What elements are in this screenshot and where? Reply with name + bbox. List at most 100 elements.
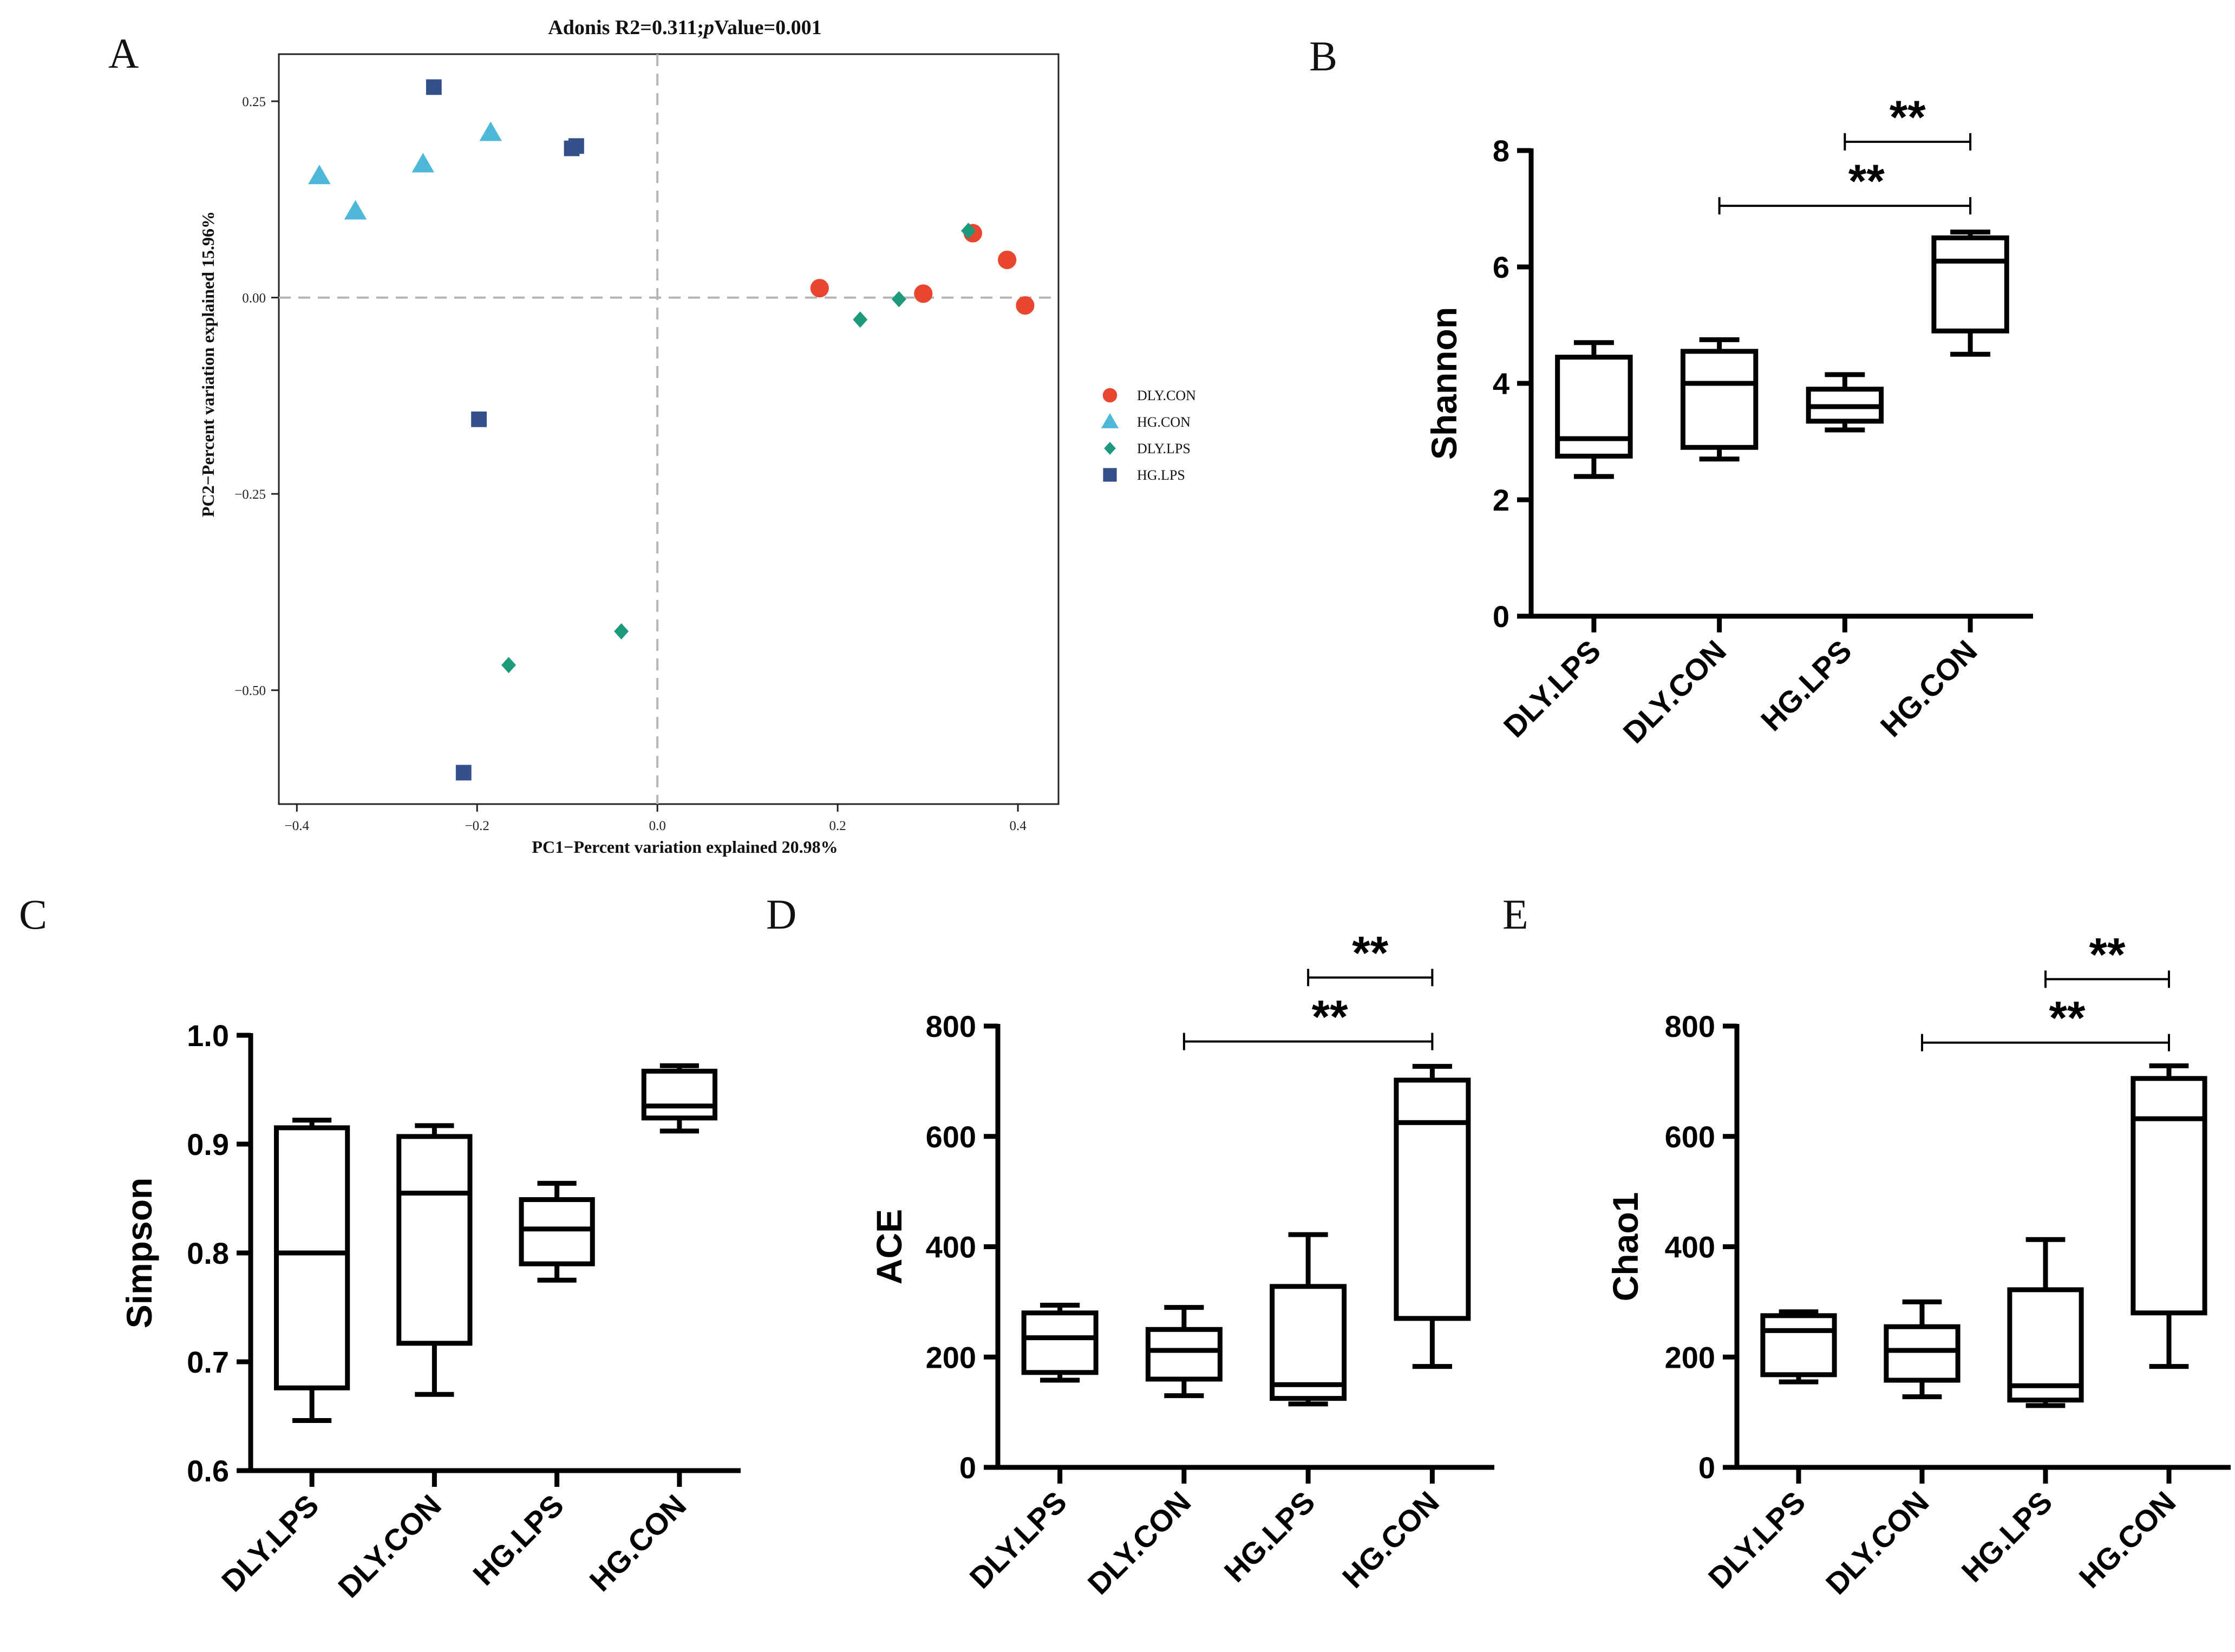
box-hg-lps [1270,1284,1347,1401]
box-dly-con [1680,349,1759,450]
y-axis-label: PC2−Percent variation explained 15.96% [198,211,218,517]
x-tick-label-dly-con: DLY.CON [1819,1485,1936,1601]
scatter-plot-frame [278,53,1060,805]
y-tick-label: 2 [1493,483,1509,517]
y-tick-label: −0.25 [234,487,266,502]
box-hg-lps [519,1197,595,1266]
y-tick-label: 0 [1493,599,1509,634]
y-tick-label: −0.50 [234,684,266,698]
point-hg-con [344,200,367,220]
y-axis-label: Shannon [1424,307,1464,460]
point-dly-lps [614,623,629,639]
panel-label-c: C [19,891,47,938]
y-tick-label: 0 [1698,1451,1715,1485]
x-tick-label-hg-con: HG.CON [2073,1485,2182,1595]
x-tick-label-hg-con: HG.CON [1874,634,1984,743]
x-tick-label-hg-con: HG.CON [1336,1485,1446,1595]
legend-marker-dly-lps [1104,442,1116,455]
y-tick-label: 800 [926,1009,976,1043]
legend-label-dly-lps: DLY.LPS [1137,441,1191,456]
significance-label: ** [1352,927,1388,979]
point-dly-con [914,284,933,303]
y-axis-label: Simpson [119,1178,159,1329]
panel-label-a: A [108,30,139,77]
y-tick-label: 8 [1493,134,1509,168]
box-dly-con [1145,1327,1223,1382]
box-hg-con [1931,235,2009,334]
point-dly-lps [961,223,976,239]
y-tick-label: 200 [926,1340,976,1374]
x-tick-label-dly-lps: DLY.LPS [1702,1485,1812,1595]
x-tick-label-hg-lps: HG.LPS [1754,634,1858,737]
legend-marker-hg-lps [1103,468,1117,482]
ace-boxplot-panel: 0 200 400 600 800 ACE DLY.LPS DLY.CON HG.LPS HG.C… [869,927,1494,1601]
panel-label-e: E [1502,891,1528,938]
point-dly-lps [501,657,517,674]
box-hg-con [1394,1078,1471,1321]
point-hg-con [411,153,435,173]
shannon-boxplot-panel: 0 2 4 6 8 Shannon DLY.LPS DLY.CON HG.LPS HG.CON **… [1424,92,2033,750]
panel-label-b: B [1309,32,1337,80]
y-tick-label: 6 [1493,250,1509,284]
y-tick-label: 200 [1665,1340,1715,1374]
legend-marker-dly-con [1102,388,1118,403]
x-tick-label-dly-con: DLY.CON [331,1488,448,1604]
x-tick-label-hg-lps: HG.LPS [1218,1485,1322,1589]
legend-label-hg-lps: HG.LPS [1137,467,1185,483]
box-hg-con [2131,1076,2207,1316]
y-tick-label: 400 [926,1230,976,1264]
y-tick-label: 0.25 [242,95,266,109]
x-tick-label-dly-con: DLY.CON [1616,634,1733,750]
y-tick-label: 400 [1665,1230,1715,1264]
point-dly-lps [853,311,868,328]
y-tick-label: 0.8 [187,1236,229,1270]
panel-label-d: D [766,891,796,938]
chart-title: Adonis R2=0.311;pValue=0.001 [548,16,821,39]
box-dly-con [396,1134,473,1346]
point-dly-con [810,279,829,298]
legend-marker-hg-con [1101,413,1119,428]
y-tick-label: 0.6 [187,1454,229,1488]
y-tick-label: 0 [959,1451,976,1485]
significance-label: ** [1312,991,1348,1043]
y-tick-label: 800 [1665,1009,1715,1043]
chao1-boxplot-panel: 0 200 400 600 800 Chao1 DLY.LPS DLY.CON HG.LPS HG… [1605,929,2231,1601]
y-tick-label: 4 [1493,367,1509,401]
x-tick-label-dly-lps: DLY.LPS [1497,634,1607,744]
x-tick-label: 0.0 [649,819,666,833]
legend-label-hg-con: HG.CON [1137,414,1191,430]
chart-title-prefix: Adonis R2=0.311; [548,16,704,39]
x-tick-label: −0.4 [285,819,310,833]
point-hg-lps [568,138,584,154]
x-tick-label-dly-lps: DLY.LPS [215,1488,325,1598]
box-dly-lps [1555,355,1633,459]
point-dly-lps [891,291,906,308]
point-hg-lps [426,79,442,95]
point-hg-lps [471,411,487,427]
chart-title-suffix: Value=0.001 [714,16,822,39]
box-dly-con [1884,1324,1960,1383]
point-hg-con [308,165,331,185]
box-dly-lps [1021,1310,1099,1375]
y-axis-label: ACE [869,1209,909,1284]
x-axis-label: PC1−Percent variation explained 20.98% [532,837,838,857]
box-hg-lps [2007,1287,2084,1403]
x-tick-label-hg-lps: HG.LPS [1955,1485,2059,1589]
x-tick-label: 0.4 [1009,819,1027,833]
x-tick-label-dly-con: DLY.CON [1081,1485,1198,1601]
y-tick-label: 0.00 [242,291,266,306]
significance-label: ** [1848,155,1885,207]
simpson-boxplot-panel: 0.6 0.7 0.8 0.9 1.0 Simpson DLY.LPS DLY.CON HG.L… [119,1018,741,1604]
x-tick-label: −0.2 [465,819,489,833]
y-tick-label: 600 [926,1120,976,1154]
pcoa-scatter-panel: −0.4 −0.2 0.0 0.2 0.4 0.25 0.00 −0.25 −0.50 Adoni… [198,16,1196,857]
x-tick-label-hg-con: HG.CON [583,1488,692,1598]
y-axis-label: Chao1 [1605,1192,1645,1302]
legend-label-dly-con: DLY.CON [1137,388,1196,403]
chart-title-p: p [702,16,714,39]
point-dly-con [998,250,1017,270]
y-tick-label: 0.9 [187,1127,229,1161]
box-hg-con [641,1068,717,1121]
x-tick-label: 0.2 [829,819,846,833]
